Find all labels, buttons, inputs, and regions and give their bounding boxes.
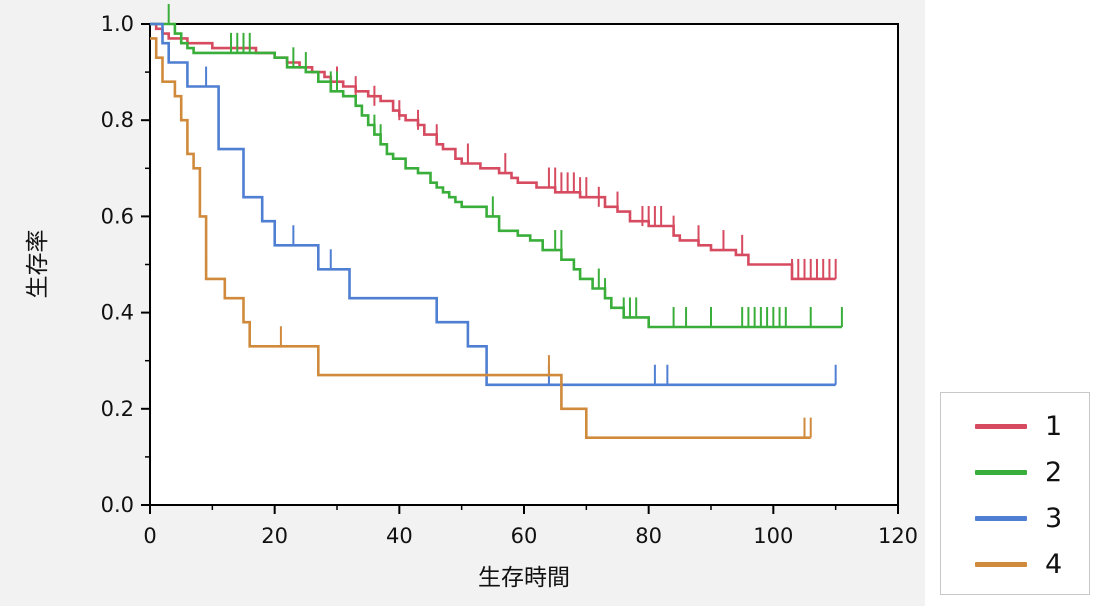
y-tick-label: 1.0 [101, 12, 134, 36]
series-line-2 [150, 22, 842, 329]
x-tick-label: 20 [261, 524, 288, 548]
legend-item-2: 2 [975, 455, 1085, 491]
x-tick-label: 120 [878, 524, 918, 548]
legend-item-4: 4 [975, 547, 1085, 583]
y-axis: 0.0 0.2 0.4 0.6 0.8 1.0 [101, 12, 150, 517]
series-4 [150, 37, 812, 439]
x-tick-label: 80 [635, 524, 662, 548]
y-axis-title: 生存率 [25, 230, 51, 299]
legend-swatch-1 [975, 424, 1027, 429]
x-axis: 0 20 40 60 80 100 120 [143, 505, 918, 548]
legend-item-3: 3 [975, 501, 1085, 537]
y-tick-label: 0.4 [101, 301, 134, 325]
y-tick-label: 0.0 [101, 493, 134, 517]
legend-label-4: 4 [1045, 549, 1063, 580]
x-tick-label: 0 [143, 524, 156, 548]
x-tick-label: 60 [511, 524, 538, 548]
x-axis-title: 生存時間 [478, 565, 570, 591]
legend-label-1: 1 [1045, 411, 1063, 442]
x-tick-label: 100 [753, 524, 793, 548]
legend-swatch-3 [975, 516, 1027, 521]
legend-item-1: 1 [975, 409, 1085, 445]
legend-swatch-2 [975, 470, 1027, 475]
y-tick-label: 0.6 [101, 204, 134, 228]
legend-swatch-4 [975, 562, 1027, 567]
series-line-4 [150, 37, 811, 439]
y-tick-label: 0.2 [101, 397, 134, 421]
y-tick-label: 0.8 [101, 108, 134, 132]
chart-area: 0 20 40 60 80 100 120 0.0 0.2 0.4 0.6 0.8 1.0 生存時間 … [0, 0, 925, 606]
series-line-3 [150, 22, 836, 387]
x-tick-label: 40 [386, 524, 413, 548]
legend-label-3: 3 [1045, 503, 1063, 534]
legend-label-2: 2 [1045, 457, 1063, 488]
legend: 1 2 3 4 [940, 392, 1090, 595]
series-3 [150, 22, 837, 387]
survival-chart: 0 20 40 60 80 100 120 0.00.20.40.60.81.0 生存時間 … [25, 4, 918, 591]
series-group [150, 4, 843, 439]
series-2 [150, 4, 843, 329]
